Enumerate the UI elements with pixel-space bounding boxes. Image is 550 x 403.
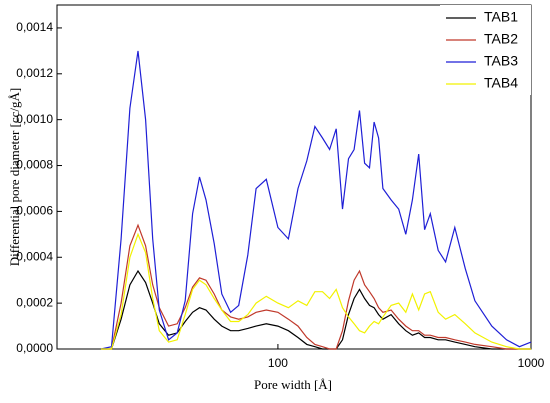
legend-label: TAB3 xyxy=(484,53,518,69)
y-tick-label: 0,0004 xyxy=(16,249,53,263)
y-tick-label: 0,0010 xyxy=(16,112,53,126)
y-tick-label: 0,0002 xyxy=(16,295,53,309)
y-tick-label: 0,0014 xyxy=(16,20,53,34)
y-tick-label: 0,0006 xyxy=(16,204,53,218)
x-tick-label: 1000 xyxy=(518,356,545,370)
legend-label: TAB2 xyxy=(484,31,518,47)
y-tick-label: 0,0000 xyxy=(16,341,53,355)
series-line xyxy=(101,223,531,350)
legend-box xyxy=(440,5,531,95)
y-tick-label: 0,0008 xyxy=(16,158,53,172)
x-tick-label: 100 xyxy=(268,356,288,370)
x-axis-label: Pore width [Å] xyxy=(254,377,332,392)
legend-label: TAB1 xyxy=(484,9,518,25)
legend-label: TAB4 xyxy=(484,75,518,91)
y-tick-label: 0,0012 xyxy=(16,66,53,80)
series-line xyxy=(100,50,532,350)
plot-frame xyxy=(56,4,532,350)
series-line xyxy=(101,269,531,350)
y-axis-label: Differential pore diameter [cc/gÅ] xyxy=(7,88,22,266)
series-line xyxy=(101,232,531,350)
